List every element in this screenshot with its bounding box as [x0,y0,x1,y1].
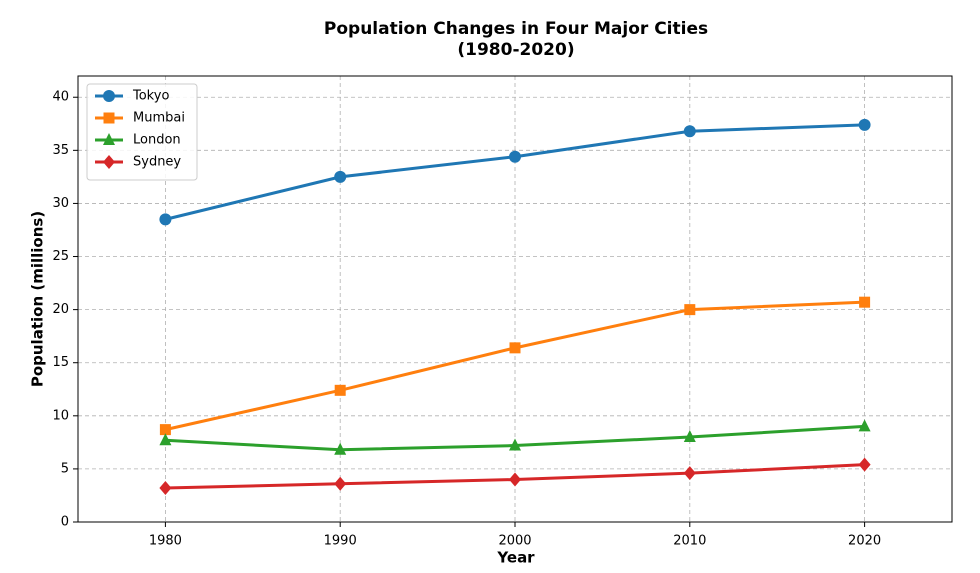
y-tick-label: 10 [52,408,69,423]
y-tick-label: 25 [52,249,69,264]
marker [683,125,696,138]
marker [509,342,521,354]
marker [334,442,347,455]
marker [159,213,172,226]
marker [159,481,172,496]
legend-box [86,83,198,181]
x-tick-label: 2000 [498,534,531,549]
chart-subtitle: (1980-2020) [457,40,574,60]
y-tick-label: 20 [52,302,69,317]
marker [858,419,871,432]
marker [509,438,521,451]
marker [683,466,696,481]
marker [858,118,871,131]
legend-label: Sydney [133,155,181,170]
marker [103,155,115,169]
plot-frame [77,75,953,523]
marker [683,430,696,443]
x-tick-label: 2020 [848,534,881,549]
marker [858,457,871,472]
marker [509,150,521,163]
marker [159,433,172,446]
x-axis-label: Year [496,549,535,567]
marker [159,424,171,436]
legend: Tokyo Mumbai London Sydney [86,83,198,181]
chart-title: Population Changes in Four Major Cities [324,19,708,39]
marker [509,472,521,487]
legend-label: London [133,133,181,148]
x-tick-label: 2010 [673,534,706,549]
y-axis-label: Population (millions) [29,211,47,387]
y-tick-label: 40 [52,90,69,105]
legend-label: Tokyo [132,89,169,104]
legend-label: Mumbai [133,111,185,126]
y-tick-label: 0 [61,515,69,530]
marker [334,384,346,396]
marker [859,296,871,308]
marker [103,133,115,145]
y-tick-label: 15 [52,355,69,370]
y-tick-label: 35 [52,143,69,158]
marker [334,170,347,183]
marker [334,476,347,491]
y-tick-label: 30 [52,196,69,211]
x-tick-label: 1990 [324,534,357,549]
marker [684,304,696,316]
marker [103,112,115,124]
y-tick-label: 5 [61,461,69,476]
x-tick-label: 1980 [149,534,182,549]
marker [103,90,115,102]
